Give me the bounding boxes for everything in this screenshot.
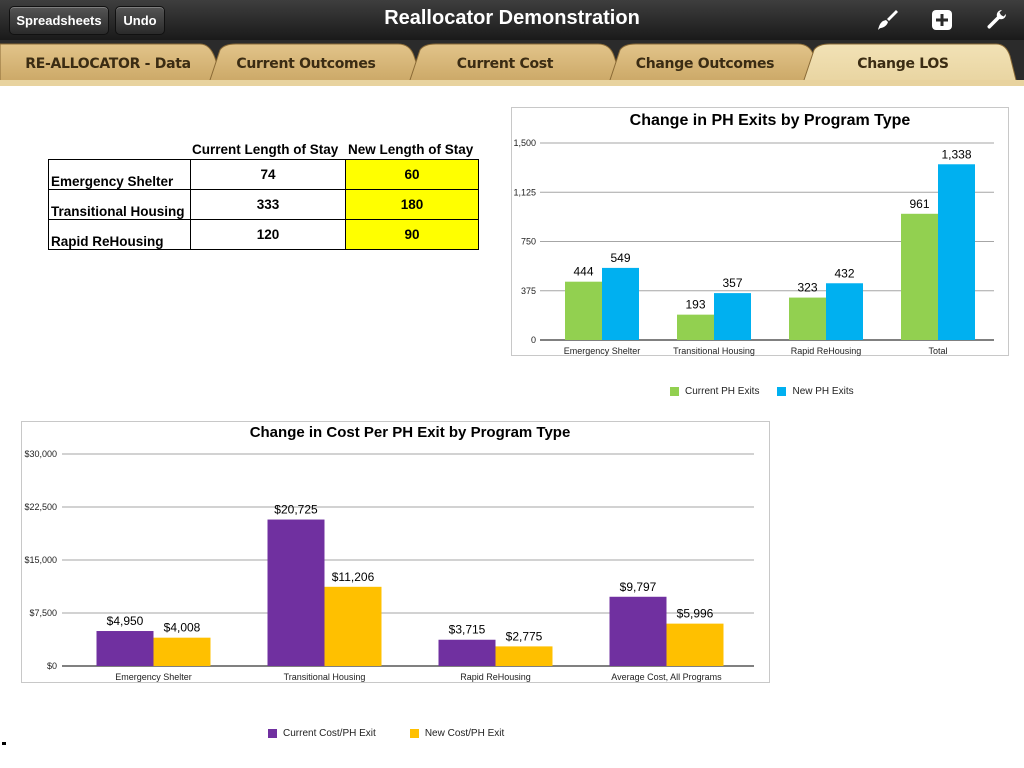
data-label: 323 <box>797 281 817 295</box>
bar <box>96 631 154 666</box>
y-tick-label: $22,500 <box>24 502 57 512</box>
legend-swatch-current-cost <box>268 729 277 738</box>
top-toolbar: Spreadsheets Undo Reallocator Demonstrat… <box>0 0 1024 41</box>
bar <box>153 637 211 666</box>
ph-exits-legend: Current PH Exits New PH Exits <box>670 386 854 397</box>
data-label: $9,797 <box>620 580 657 594</box>
x-tick-label: Total <box>928 346 947 356</box>
legend-label-new: New PH Exits <box>792 386 854 397</box>
bar <box>901 213 938 340</box>
tab-current-cost[interactable]: Current Cost <box>456 56 554 72</box>
current-los-cell[interactable]: 333 <box>190 189 346 220</box>
bar <box>789 297 826 340</box>
row-label[interactable]: Rapid ReHousing <box>48 219 191 250</box>
bar <box>826 283 863 340</box>
bar <box>602 267 639 340</box>
y-tick-label: 375 <box>521 286 536 296</box>
legend-swatch-new-cost <box>409 729 419 738</box>
legend-label-current-cost: Current Cost/PH Exit <box>283 728 376 739</box>
y-tick-label: 750 <box>521 237 536 247</box>
bar <box>677 314 714 340</box>
sheet-tab-bar: RE-ALLOCATOR - Data Current Outcomes Cur… <box>0 40 1024 86</box>
bar <box>714 293 751 340</box>
add-icon[interactable] <box>930 8 954 32</box>
header-current-los: Current Length of Stay <box>192 142 339 157</box>
corner-mark <box>2 742 6 745</box>
y-tick-label: 1,125 <box>513 187 536 197</box>
current-los-cell[interactable]: 74 <box>190 159 346 190</box>
tab-current-outcomes[interactable]: Current Outcomes <box>236 56 376 72</box>
tab-baseline <box>0 80 1024 86</box>
legend-swatch-new <box>777 387 787 396</box>
x-tick-label: Transitional Housing <box>673 346 755 356</box>
data-label: 549 <box>610 251 630 265</box>
data-label: 1,338 <box>941 147 971 161</box>
x-tick-label: Emergency Shelter <box>115 672 192 682</box>
bar <box>938 164 975 340</box>
legend-swatch-current <box>670 387 679 396</box>
new-los-cell[interactable]: 60 <box>345 159 479 190</box>
y-tick-label: 0 <box>531 335 536 345</box>
data-label: $3,715 <box>449 623 486 637</box>
data-label: $2,775 <box>506 629 543 643</box>
bar <box>495 646 553 666</box>
data-label: $11,206 <box>332 570 375 584</box>
bar <box>324 586 382 666</box>
y-tick-label: $30,000 <box>24 449 57 459</box>
spreadsheets-button[interactable]: Spreadsheets <box>9 6 109 35</box>
data-label: 432 <box>834 266 854 280</box>
tab-change-los[interactable]: Change LOS <box>857 56 949 72</box>
data-label: 357 <box>722 276 742 290</box>
new-los-cell[interactable]: 180 <box>345 189 479 220</box>
row-label[interactable]: Emergency Shelter <box>48 159 191 190</box>
wrench-icon[interactable] <box>985 8 1009 32</box>
data-label: 193 <box>685 298 705 312</box>
bar <box>267 519 325 666</box>
x-tick-label: Transitional Housing <box>284 672 366 682</box>
current-los-cell[interactable]: 120 <box>190 219 346 250</box>
bar <box>666 623 724 666</box>
table-row: Emergency Shelter 74 60 <box>48 159 479 190</box>
y-tick-label: $0 <box>47 661 57 671</box>
data-label: $20,725 <box>274 503 318 517</box>
x-tick-label: Rapid ReHousing <box>460 672 531 682</box>
y-tick-label: $7,500 <box>29 608 57 618</box>
data-label: $5,996 <box>677 607 714 621</box>
table-row: Rapid ReHousing 120 90 <box>48 219 479 250</box>
data-label: $4,008 <box>164 621 201 635</box>
bar <box>438 639 496 666</box>
bar <box>609 596 667 666</box>
bar <box>565 281 602 340</box>
y-tick-label: $15,000 <box>24 555 57 565</box>
tab-shape-current-cost[interactable] <box>407 43 623 86</box>
tab-change-outcomes[interactable]: Change Outcomes <box>635 56 775 72</box>
tab-re-allocator-data[interactable]: RE-ALLOCATOR - Data <box>25 56 191 72</box>
legend-label-current: Current PH Exits <box>685 386 760 397</box>
app-title: Reallocator Demonstration <box>384 7 640 29</box>
los-table: Emergency Shelter 74 60 Transitional Hou… <box>48 159 479 250</box>
legend-label-new-cost: New Cost/PH Exit <box>424 728 505 739</box>
paintbrush-icon[interactable] <box>876 8 900 32</box>
y-tick-label: 1,500 <box>513 138 536 148</box>
chart-title: Change in Cost Per PH Exit by Program Ty… <box>250 424 571 441</box>
x-tick-label: Rapid ReHousing <box>791 346 862 356</box>
x-tick-label: Emergency Shelter <box>564 346 641 356</box>
table-row: Transitional Housing 333 180 <box>48 189 479 220</box>
new-los-cell[interactable]: 90 <box>345 219 479 250</box>
tab-shape-change-los[interactable] <box>801 43 1017 86</box>
undo-button[interactable]: Undo <box>115 6 165 35</box>
data-label: $4,950 <box>107 614 144 628</box>
header-new-los: New Length of Stay <box>348 142 474 157</box>
data-label: 444 <box>573 265 593 279</box>
tab-shape-current-outcomes[interactable] <box>207 43 423 86</box>
cost-legend: Current Cost/PH Exit New Cost/PH Exit <box>268 728 504 739</box>
x-tick-label: Average Cost, All Programs <box>611 672 722 682</box>
chart-title: Change in PH Exits by Program Type <box>630 112 911 129</box>
data-label: 961 <box>909 197 929 211</box>
tab-shapes <box>0 43 1024 86</box>
